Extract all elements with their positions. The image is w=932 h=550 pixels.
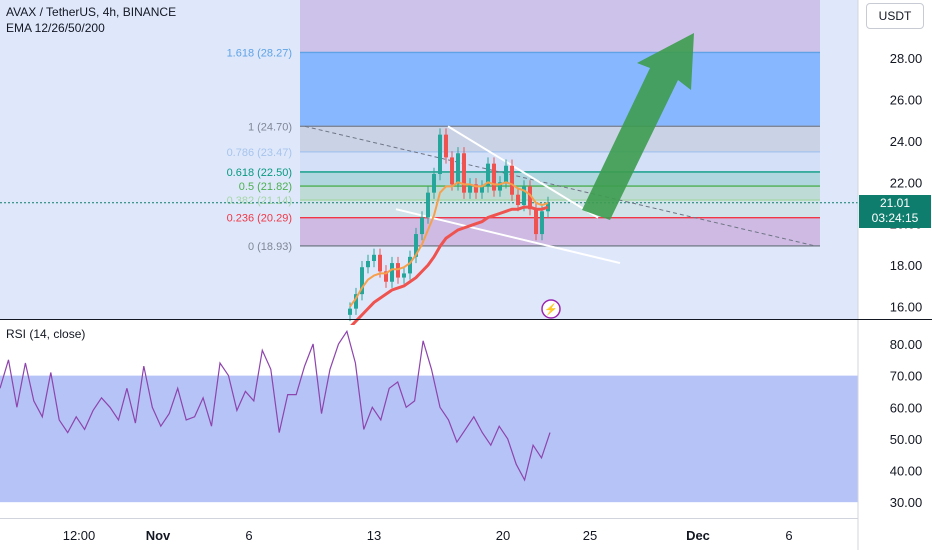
candle-body	[498, 182, 502, 191]
candle-body	[432, 174, 436, 193]
fib-zone-1618	[300, 52, 820, 127]
candle-body	[414, 234, 418, 257]
candle-body	[480, 186, 484, 193]
trend-dashed-line	[304, 125, 816, 247]
price-tick: 16.00	[890, 300, 923, 315]
fib-zone-band	[300, 171, 820, 187]
price-tick: 22.00	[890, 175, 923, 190]
candle-body	[522, 186, 526, 206]
time-tick: 25	[583, 528, 597, 543]
candle-body	[534, 209, 538, 235]
fib-label: 0.236 (20.29)	[227, 213, 292, 225]
candle-body	[474, 184, 478, 193]
target-arrow	[582, 33, 694, 220]
candle-body	[354, 294, 358, 309]
rsi-tick: 50.00	[890, 432, 923, 447]
candle-body	[450, 157, 454, 185]
rsi-tick: 30.00	[890, 495, 923, 510]
price-tick: 26.00	[890, 92, 923, 107]
fib-zone-band	[300, 186, 820, 201]
candle-body	[504, 165, 508, 183]
candle-body	[516, 194, 520, 206]
candle-body	[486, 163, 490, 187]
candle-body	[444, 134, 448, 158]
time-tick: 6	[245, 528, 252, 543]
candle-body	[378, 254, 382, 272]
candle-body	[426, 192, 430, 218]
ema-indicator-label[interactable]: EMA 12/26/50/200	[6, 21, 105, 35]
candle-body	[402, 273, 406, 278]
fib-zone-band	[300, 126, 820, 152]
rsi-tick: 60.00	[890, 400, 923, 415]
time-tick: 12:00	[63, 528, 96, 543]
candle-body	[492, 163, 496, 191]
price-tick: 28.00	[890, 51, 923, 66]
fib-zone-top	[300, 0, 820, 53]
time-tick: 13	[367, 528, 381, 543]
lightning-icon: ⚡	[544, 303, 558, 316]
fib-label: 0.382 (21.14)	[227, 195, 292, 207]
candle-body	[462, 153, 466, 193]
fib-zone-band	[300, 151, 820, 172]
rsi-tick: 40.00	[890, 464, 923, 479]
last-price-box: 21.01 03:24:15	[859, 195, 931, 228]
candle-body	[366, 261, 370, 268]
fib-label: 0.786 (23.47)	[227, 147, 292, 159]
price-tick: 18.00	[890, 258, 923, 273]
currency-button[interactable]: USDT	[866, 3, 924, 29]
wedge-upper-line	[447, 125, 599, 219]
time-tick: 20	[496, 528, 510, 543]
fib-label: 0.5 (21.82)	[239, 181, 292, 193]
time-tick: 6	[785, 528, 792, 543]
candle-body	[438, 134, 442, 174]
ema-line	[348, 205, 549, 329]
candle-body	[456, 153, 460, 185]
fib-label: 0.618 (22.50)	[227, 167, 292, 179]
rsi-line	[0, 329, 551, 482]
candle-body	[408, 256, 412, 274]
last-price-value: 21.01	[879, 196, 911, 210]
ema-line	[349, 181, 549, 308]
candle-body	[468, 184, 472, 193]
candle-body	[420, 217, 424, 235]
candle-body	[510, 165, 514, 195]
news-event-icon	[541, 299, 561, 319]
candle-body	[528, 186, 532, 210]
candle-body	[396, 263, 400, 278]
rsi-tick: 70.00	[890, 369, 923, 384]
candle-body	[540, 211, 544, 235]
fib-label: 1 (24.70)	[248, 121, 292, 133]
symbol-title[interactable]: AVAX / TetherUS, 4h, BINANCE	[6, 5, 177, 19]
candle-body	[348, 308, 352, 315]
price-tick: 24.00	[890, 134, 923, 149]
time-tick: Nov	[146, 528, 171, 543]
time-tick: Dec	[686, 528, 710, 543]
rsi-tick: 80.00	[890, 337, 923, 352]
candle-body	[384, 271, 388, 282]
bar-countdown: 03:24:15	[871, 211, 919, 225]
rsi-band	[0, 375, 858, 503]
fib-zone-bottom	[300, 217, 820, 246]
candle-body	[372, 254, 376, 261]
candle-body	[390, 263, 394, 282]
candle-body	[360, 267, 364, 295]
fib-label: 1.618 (28.27)	[227, 47, 292, 59]
rsi-label[interactable]: RSI (14, close)	[6, 327, 86, 341]
fib-label: 0 (18.93)	[248, 241, 292, 253]
